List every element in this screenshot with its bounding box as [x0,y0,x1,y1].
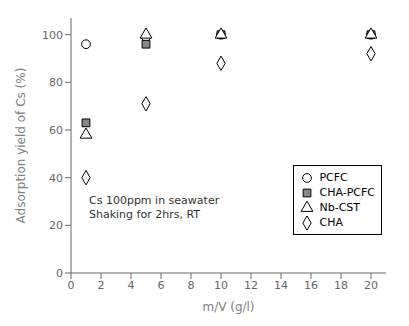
svg-text:2: 2 [98,279,105,292]
svg-text:20: 20 [364,279,378,292]
svg-text:14: 14 [274,279,288,292]
svg-text:Cs 100ppm in seawaterShaking f: Cs 100ppm in seawaterShaking for 2hrs, R… [89,194,220,221]
html-text:CHA: CHA [319,216,343,229]
svg-text:18: 18 [334,279,348,292]
svg-text:10: 10 [214,279,228,292]
html-text:PCFC: PCFC [319,171,348,184]
svg-text:m/V (g/l): m/V (g/l) [202,300,254,314]
svg-text:8: 8 [188,279,195,292]
html-text:Nb-CST: Nb-CST [319,201,360,214]
svg-text:20: 20 [49,219,63,232]
svg-text:80: 80 [49,76,63,89]
svg-text:40: 40 [49,172,63,185]
svg-text:16: 16 [304,279,318,292]
svg-text:60: 60 [49,124,63,137]
svg-text:4: 4 [128,279,135,292]
svg-text:12: 12 [244,279,258,292]
svg-text:0: 0 [68,279,75,292]
svg-text:Adsorption yield of Cs (%): Adsorption yield of Cs (%) [14,68,28,224]
svg-text:100: 100 [42,29,63,42]
svg-text:0: 0 [56,267,63,280]
html-text:CHA-PCFC: CHA-PCFC [319,186,375,199]
svg-text:6: 6 [158,279,165,292]
